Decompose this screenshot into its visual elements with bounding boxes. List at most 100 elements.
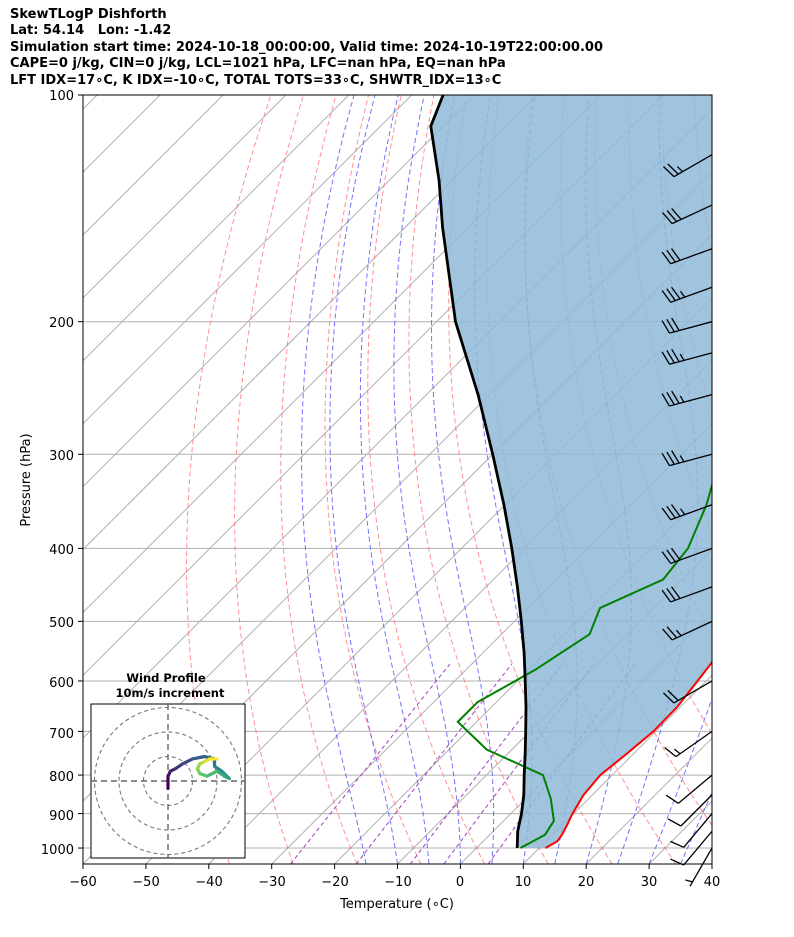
isotherm-line bbox=[83, 95, 287, 299]
wind-barb bbox=[661, 248, 713, 265]
isotherm-line bbox=[711, 863, 712, 864]
barb-staff bbox=[669, 321, 713, 334]
barb-half-flag bbox=[679, 353, 685, 361]
barb-flag bbox=[666, 318, 675, 333]
hodograph-trace-segment bbox=[181, 757, 195, 766]
x-tick-label: 40 bbox=[704, 875, 721, 890]
barb-flag bbox=[671, 207, 682, 220]
dry-adiabat bbox=[727, 95, 794, 864]
isotherm-line bbox=[83, 95, 538, 551]
dry-adiabat bbox=[185, 95, 272, 864]
x-tick-label: 30 bbox=[641, 875, 658, 890]
barb-staff bbox=[673, 154, 713, 178]
parcel-path-line bbox=[429, 95, 528, 849]
y-tick-label: 200 bbox=[49, 316, 74, 331]
dry-adiabat bbox=[280, 95, 358, 864]
barb-flag bbox=[661, 589, 672, 603]
barb-flag bbox=[671, 348, 680, 362]
barb-half-flag bbox=[679, 290, 686, 298]
barb-flag bbox=[670, 840, 684, 848]
barb-half-flag bbox=[685, 879, 693, 883]
moist-adiabat bbox=[329, 95, 398, 864]
hodograph-title: Wind Profile bbox=[126, 671, 206, 685]
x-tick-label: −30 bbox=[258, 875, 285, 890]
simulation-time-line: Simulation start time: 2024-10-18_00:00:… bbox=[10, 39, 603, 55]
barb-half-flag bbox=[673, 748, 681, 755]
wind-barb bbox=[661, 586, 713, 603]
barb-flag bbox=[661, 452, 671, 467]
hodograph-trace-segment bbox=[190, 754, 207, 761]
isotherm-line bbox=[83, 95, 350, 362]
y-tick-label: 400 bbox=[49, 543, 74, 558]
mixing-ratio-line bbox=[355, 663, 512, 864]
hodograph-plot bbox=[91, 704, 245, 858]
y-tick-label: 700 bbox=[49, 727, 74, 742]
barb-flag bbox=[670, 547, 681, 561]
y-axis-ticks: 100 200 300 400 500 600 700 800 900 1000 bbox=[41, 89, 74, 858]
indices-line: LFT IDX=17∘C, K IDX=-10∘C, TOTAL TOTS=33… bbox=[10, 72, 502, 88]
wind-barb bbox=[661, 286, 713, 303]
barb-flag bbox=[666, 391, 675, 406]
barb-flag bbox=[661, 320, 671, 334]
chart-title: SkewTLogP Dishforth bbox=[10, 7, 167, 22]
barb-staff bbox=[675, 730, 713, 758]
parcel-shading bbox=[430, 95, 712, 848]
dry-adiabat bbox=[324, 95, 422, 864]
barb-staff bbox=[683, 813, 713, 848]
hodograph-trace-segment bbox=[205, 769, 219, 778]
barb-flag bbox=[664, 746, 677, 758]
x-tick-label: 10 bbox=[515, 875, 532, 890]
barb-flag bbox=[666, 505, 676, 519]
barb-flag bbox=[661, 551, 672, 564]
y-tick-label: 600 bbox=[49, 676, 74, 691]
barb-half-flag bbox=[679, 455, 685, 463]
wind-barb bbox=[661, 317, 713, 334]
wind-barb bbox=[662, 204, 713, 225]
barb-flag bbox=[661, 251, 672, 265]
wind-barb bbox=[667, 794, 713, 827]
wind-barb bbox=[661, 450, 713, 467]
barb-half-flag bbox=[676, 166, 684, 173]
barb-staff bbox=[669, 352, 713, 365]
isotherm-line bbox=[83, 95, 475, 488]
dry-adiabat bbox=[448, 95, 613, 864]
barb-staff bbox=[669, 453, 713, 467]
wind-barb bbox=[661, 547, 713, 565]
wind-barb bbox=[661, 504, 713, 521]
barb-flag bbox=[670, 248, 681, 261]
moist-adiabat bbox=[300, 95, 367, 864]
y-tick-label: 800 bbox=[49, 770, 74, 785]
barb-flag bbox=[667, 689, 679, 701]
barb-flag bbox=[671, 390, 680, 404]
barb-staff bbox=[677, 774, 713, 804]
barb-flag bbox=[662, 212, 673, 225]
dry-adiabat bbox=[408, 95, 549, 864]
hodograph-subtitle: 10m/s increment bbox=[116, 686, 225, 700]
location-line: Lat: 54.14 Lon: -1.42 bbox=[10, 23, 172, 39]
moist-adiabat bbox=[617, 95, 699, 864]
x-axis-label: Temperature (∘C) bbox=[339, 897, 454, 912]
barb-half-flag bbox=[679, 508, 686, 516]
isotherm-line bbox=[83, 95, 224, 236]
barb-staff bbox=[670, 504, 713, 521]
wind-barb bbox=[662, 680, 713, 704]
plot-area bbox=[83, 95, 794, 864]
moist-adiabat bbox=[359, 95, 430, 864]
temperature-line bbox=[545, 660, 712, 849]
barb-flag bbox=[666, 451, 675, 465]
barb-flag bbox=[666, 549, 676, 563]
barb-flag bbox=[670, 586, 681, 599]
wind-barb bbox=[661, 390, 713, 407]
barb-staff bbox=[670, 286, 713, 303]
moist-adiabat bbox=[711, 862, 712, 864]
barb-staff bbox=[671, 204, 713, 225]
y-tick-label: 300 bbox=[49, 449, 74, 464]
barb-half-flag bbox=[675, 629, 682, 637]
y-tick-label: 500 bbox=[49, 616, 74, 631]
x-tick-label: −60 bbox=[69, 875, 96, 890]
barb-flag bbox=[662, 692, 675, 704]
chart-header: SkewTLogP Dishforth Lat: 54.14 Lon: -1.4… bbox=[10, 7, 603, 89]
x-axis-ticks: −60 −50 −40 −30 −20 −10 0 10 20 30 40 bbox=[69, 875, 720, 890]
dry-adiabat bbox=[234, 95, 304, 864]
